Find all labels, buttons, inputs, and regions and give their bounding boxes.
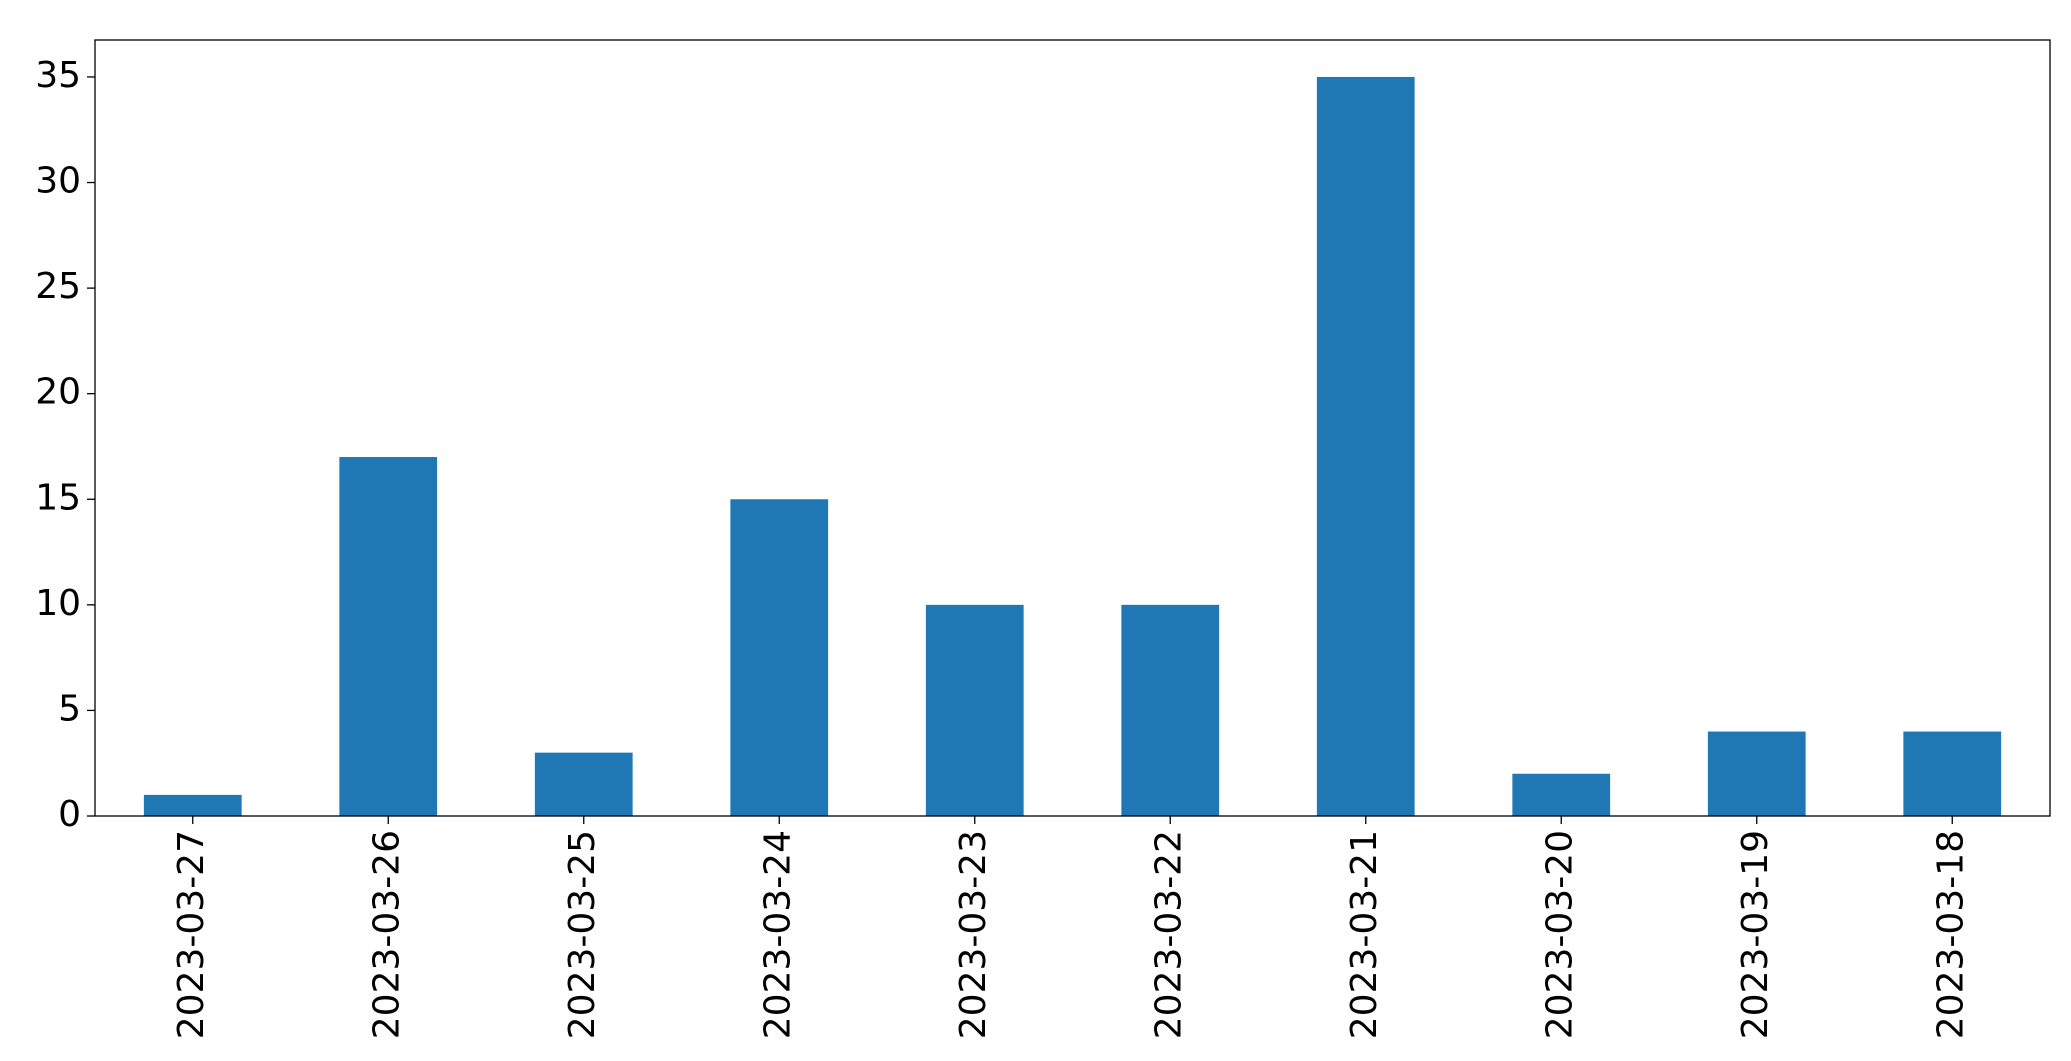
y-tick-label: 10 xyxy=(35,583,81,624)
x-tick-label: 2023-03-25 xyxy=(562,830,603,1039)
bar xyxy=(534,752,633,816)
x-tick-label: 2023-03-18 xyxy=(1930,830,1971,1039)
x-tick-label: 2023-03-27 xyxy=(171,830,212,1039)
bar xyxy=(339,457,438,816)
x-tick-label: 2023-03-23 xyxy=(953,830,994,1039)
y-tick-label: 0 xyxy=(58,794,81,835)
plot-frame xyxy=(94,39,2051,817)
y-tick-label: 20 xyxy=(35,372,81,413)
bar xyxy=(925,604,1024,816)
bar xyxy=(730,499,829,816)
bar xyxy=(143,794,242,816)
bar xyxy=(1316,76,1415,816)
y-tick-label: 5 xyxy=(58,688,81,729)
x-tick-label: 2023-03-22 xyxy=(1148,830,1189,1039)
x-tick-label: 2023-03-26 xyxy=(366,830,407,1039)
y-tick-label: 30 xyxy=(35,161,81,202)
bar xyxy=(1512,773,1611,816)
bar xyxy=(1903,731,2002,816)
bar xyxy=(1707,731,1806,816)
x-tick-label: 2023-03-24 xyxy=(757,830,798,1039)
y-tick-label: 35 xyxy=(35,55,81,96)
x-tick-label: 2023-03-21 xyxy=(1344,830,1385,1039)
x-tick-label: 2023-03-19 xyxy=(1735,830,1776,1039)
x-tick-label: 2023-03-20 xyxy=(1539,830,1580,1039)
y-tick-label: 25 xyxy=(35,266,81,307)
bar xyxy=(1121,604,1220,816)
y-tick-label: 15 xyxy=(35,477,81,518)
